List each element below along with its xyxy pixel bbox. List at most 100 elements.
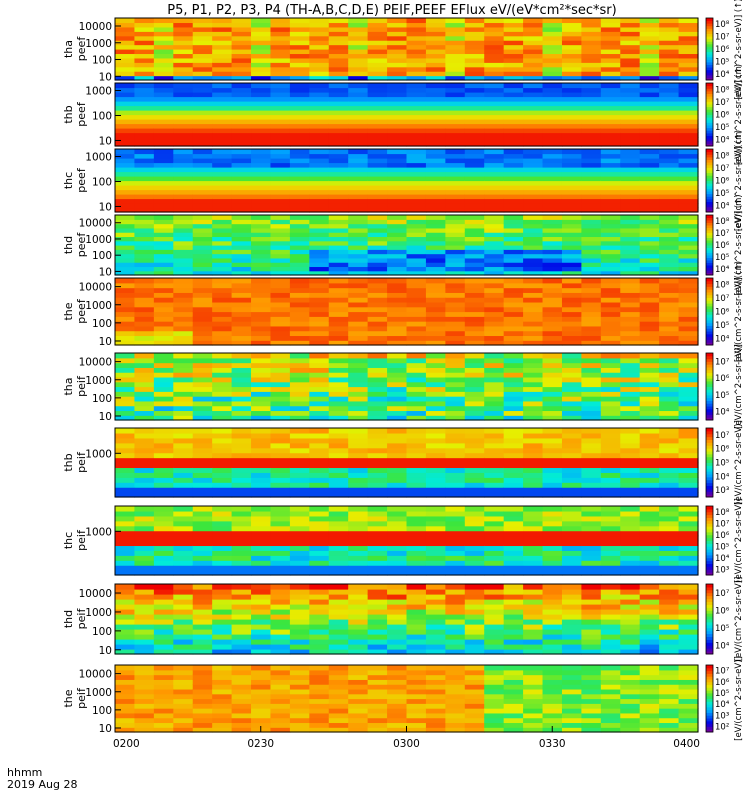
spectrogram-cell (231, 167, 252, 173)
colorbar-segment (706, 245, 713, 248)
colorbar-tick-label: 10⁷ (715, 164, 730, 174)
spectrogram-cell (348, 477, 369, 483)
spectrogram-cell (484, 162, 505, 168)
spectrogram-cell (523, 207, 544, 213)
spectrogram-cell (464, 717, 485, 724)
spectrogram-cell (212, 447, 233, 454)
spectrogram-cell (328, 381, 349, 388)
colorbar-segment (706, 430, 713, 435)
spectrogram-cell (639, 594, 660, 600)
spectrogram-cell (484, 306, 505, 313)
spectrogram-cell (464, 132, 485, 138)
spectrogram-cell (639, 215, 660, 220)
spectrogram-cell (581, 624, 602, 630)
spectrogram-cell (115, 335, 136, 341)
spectrogram-cell (581, 66, 602, 72)
spectrogram-cell (561, 396, 582, 402)
spectrogram-cell (425, 391, 446, 397)
colorbar-segment (706, 294, 713, 299)
colorbar-segment (706, 20, 713, 24)
colorbar-label: [eV/(cm^2-s-sr-eV)] (↑) (734, 130, 744, 231)
spectrogram-cell (289, 219, 310, 225)
spectrogram-cell (173, 287, 194, 293)
spectrogram-cell (251, 649, 272, 655)
spectrogram-cell (406, 158, 427, 164)
spectrogram-cell (231, 40, 252, 46)
spectrogram-cell (445, 472, 466, 478)
spectrogram-cell (425, 367, 446, 373)
spectrogram-cell (503, 114, 524, 120)
spectrogram-cell (620, 391, 641, 397)
spectrogram-cell (523, 266, 544, 272)
spectrogram-cell (659, 282, 680, 289)
spectrogram-cell (251, 452, 272, 459)
spectrogram-cell (231, 189, 252, 195)
y-tick-label: 100 (92, 55, 112, 67)
spectrogram-cell (367, 66, 388, 72)
spectrogram-cell (445, 698, 466, 704)
spectrogram-cell (270, 57, 291, 63)
spectrogram-cell (367, 487, 388, 493)
spectrogram-cell (425, 292, 446, 298)
spectrogram-cell (173, 149, 194, 155)
y-tick-label: 10000 (79, 669, 112, 681)
spectrogram-cell (367, 110, 388, 116)
spectrogram-cell (659, 372, 680, 378)
spectrogram-cell (348, 396, 369, 402)
colorbar-segment (706, 33, 713, 37)
spectrogram-cell (153, 381, 174, 388)
spectrogram-cell (600, 198, 621, 204)
spectrogram-cell (212, 49, 233, 55)
spectrogram-cell (134, 400, 155, 407)
spectrogram-cell (464, 236, 485, 242)
spectrogram-cell (639, 712, 660, 719)
spectrogram-cell (620, 432, 641, 439)
spectrogram-cell (134, 487, 155, 493)
spectrogram-cell (134, 249, 155, 255)
spectrogram-cell (425, 262, 446, 268)
spectrogram-cell (387, 674, 408, 680)
spectrogram-cell (561, 619, 582, 625)
spectrogram-cell (659, 240, 680, 246)
spectrogram-cell (309, 167, 330, 173)
spectrogram-cell (503, 708, 524, 714)
spectrogram-cell (387, 158, 408, 164)
spectrogram-cell (464, 292, 485, 298)
spectrogram-cell (620, 149, 641, 155)
spectrogram-cell (251, 669, 272, 676)
spectrogram-cell (115, 376, 136, 383)
spectrogram-cell (153, 137, 174, 143)
spectrogram-cell (115, 386, 136, 392)
spectrogram-cell (231, 278, 252, 284)
spectrogram-cell (464, 477, 485, 483)
spectrogram-cell (270, 550, 291, 556)
spectrogram-cell (212, 110, 233, 116)
spectrogram-cell (561, 105, 582, 111)
spectrogram-cell (192, 223, 213, 229)
spectrogram-cell (348, 432, 369, 439)
spectrogram-cell (192, 703, 213, 709)
spectrogram-cell (523, 198, 544, 204)
spectrogram-cell (464, 639, 485, 645)
spectrogram-cell (445, 609, 466, 615)
spectrogram-cell (251, 66, 272, 72)
spectrogram-cell (348, 110, 369, 116)
spectrogram-cell (678, 249, 699, 255)
spectrogram-cell (153, 282, 174, 289)
spectrogram-cell (678, 132, 699, 138)
spectrogram-cell (678, 506, 699, 512)
spectrogram-cell (192, 629, 213, 635)
spectrogram-cell (484, 467, 505, 473)
spectrogram-cell (425, 589, 446, 595)
spectrogram-cell (639, 262, 660, 268)
spectrogram-cell (134, 560, 155, 566)
spectrogram-cell (620, 703, 641, 709)
spectrogram-cell (289, 525, 310, 532)
spectrogram-cell (523, 353, 544, 359)
spectrogram-cell (153, 57, 174, 63)
spectrogram-cell (173, 545, 194, 551)
spectrogram-cell (600, 372, 621, 378)
spectrogram-cell (542, 589, 563, 595)
spectrogram-cell (192, 141, 213, 147)
